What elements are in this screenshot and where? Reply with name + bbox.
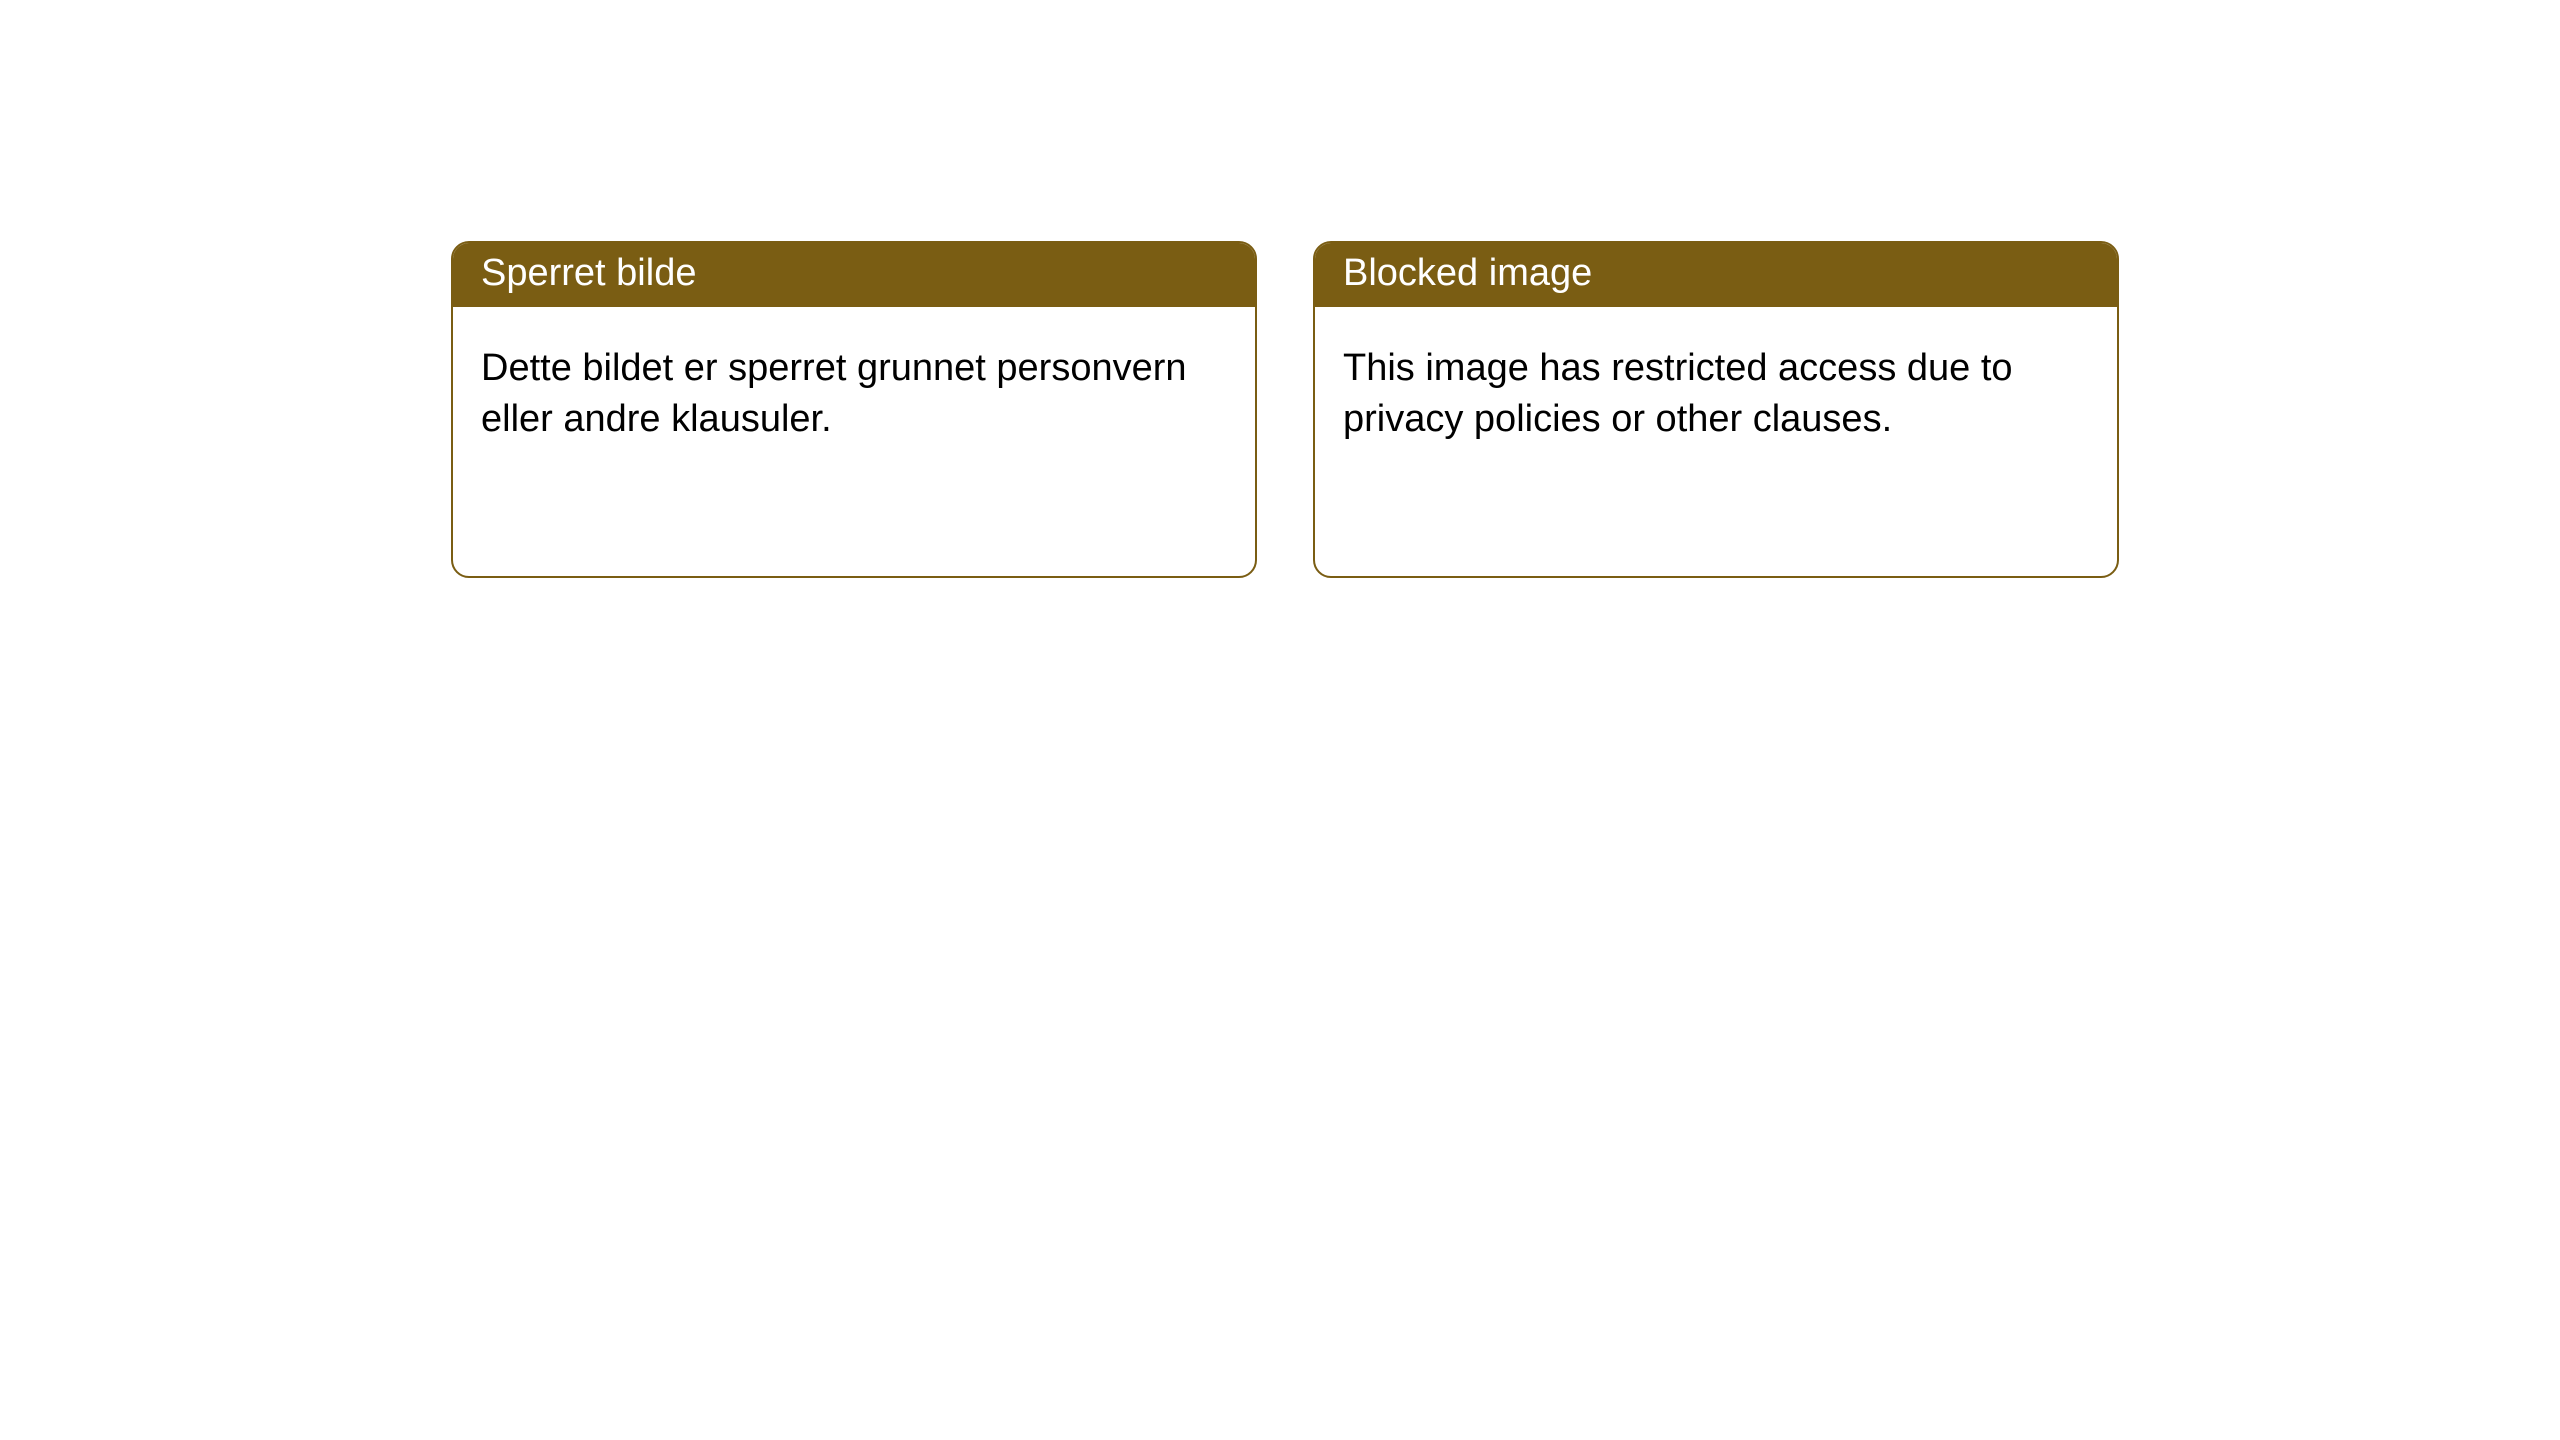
card-title: Blocked image bbox=[1343, 252, 1592, 294]
card-body-text: This image has restricted access due to … bbox=[1343, 347, 2013, 440]
blocked-image-card-en: Blocked image This image has restricted … bbox=[1313, 241, 2119, 578]
blocked-image-card-no: Sperret bilde Dette bildet er sperret gr… bbox=[451, 241, 1257, 578]
card-header: Sperret bilde bbox=[453, 243, 1255, 307]
card-body-text: Dette bildet er sperret grunnet personve… bbox=[481, 347, 1187, 440]
card-header: Blocked image bbox=[1315, 243, 2117, 307]
card-body: This image has restricted access due to … bbox=[1315, 307, 2117, 474]
card-container: Sperret bilde Dette bildet er sperret gr… bbox=[0, 0, 2560, 578]
card-body: Dette bildet er sperret grunnet personve… bbox=[453, 307, 1255, 474]
card-title: Sperret bilde bbox=[481, 252, 696, 294]
